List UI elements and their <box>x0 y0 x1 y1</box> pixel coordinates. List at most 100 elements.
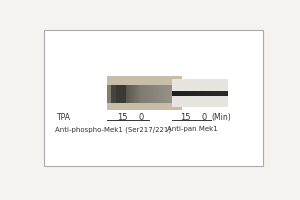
Bar <box>187 91 188 96</box>
Bar <box>191 91 192 96</box>
Bar <box>140 85 141 103</box>
Bar <box>171 85 172 103</box>
Text: TPA: TPA <box>57 113 71 122</box>
Bar <box>224 91 225 96</box>
Bar <box>218 91 219 96</box>
Bar <box>160 85 161 103</box>
Bar <box>221 91 222 96</box>
Bar <box>112 85 113 103</box>
Bar <box>143 85 144 103</box>
Bar <box>145 85 146 103</box>
Bar <box>195 91 196 96</box>
Bar <box>210 91 211 96</box>
Bar <box>177 91 178 96</box>
Bar <box>134 85 135 103</box>
Bar <box>113 85 114 103</box>
Bar <box>202 91 203 96</box>
Bar <box>176 85 177 103</box>
Bar <box>142 85 143 103</box>
Bar <box>198 91 199 96</box>
Bar <box>172 79 228 107</box>
Bar <box>179 91 180 96</box>
Bar <box>181 91 182 96</box>
Bar <box>141 85 142 103</box>
Bar <box>177 85 178 103</box>
Bar <box>161 85 162 103</box>
Bar <box>107 85 108 103</box>
Bar <box>163 85 164 103</box>
Bar <box>127 85 128 103</box>
Bar <box>120 85 121 103</box>
Bar <box>175 85 176 103</box>
Bar <box>121 85 122 103</box>
Bar <box>157 85 158 103</box>
Bar <box>184 91 185 96</box>
Bar <box>180 85 181 103</box>
Bar <box>173 85 174 103</box>
Bar <box>220 91 221 96</box>
Bar <box>139 85 140 103</box>
Bar <box>133 85 134 103</box>
Bar <box>189 91 190 96</box>
Bar <box>209 91 210 96</box>
Bar <box>122 85 123 103</box>
Bar <box>226 91 227 96</box>
Bar <box>164 85 165 103</box>
Bar <box>174 85 175 103</box>
Bar <box>188 91 189 96</box>
Bar <box>212 91 213 96</box>
Text: 0: 0 <box>201 113 206 122</box>
Bar <box>168 85 169 103</box>
Bar <box>160 85 161 103</box>
Bar <box>115 85 116 103</box>
Bar <box>172 91 173 96</box>
Bar <box>181 85 182 103</box>
Bar <box>154 85 155 103</box>
Bar <box>169 85 170 103</box>
Bar <box>150 85 151 103</box>
Bar <box>185 91 186 96</box>
Bar <box>201 91 202 96</box>
Text: (Min): (Min) <box>211 113 231 122</box>
Bar <box>123 85 124 103</box>
Bar <box>131 85 132 103</box>
Bar <box>114 85 115 103</box>
Bar <box>207 91 208 96</box>
Bar <box>204 91 205 96</box>
Bar <box>222 91 223 96</box>
Bar <box>196 91 197 96</box>
Bar <box>197 91 198 96</box>
Bar <box>138 85 139 103</box>
Bar <box>159 85 160 103</box>
Bar <box>172 85 173 103</box>
Bar <box>128 85 129 103</box>
Bar <box>152 85 153 103</box>
Bar <box>199 91 200 96</box>
Bar <box>213 91 214 96</box>
Bar <box>175 91 176 96</box>
Bar <box>192 91 193 96</box>
Text: 15: 15 <box>117 113 128 122</box>
Bar <box>176 91 177 96</box>
Bar <box>151 85 152 103</box>
Bar <box>154 85 155 103</box>
Bar <box>162 85 163 103</box>
Bar <box>136 85 137 103</box>
Bar <box>119 85 120 103</box>
Bar <box>203 91 204 96</box>
Bar <box>137 85 138 103</box>
Bar <box>132 85 133 103</box>
Bar <box>225 91 226 96</box>
Bar <box>146 85 147 103</box>
Bar <box>156 85 157 103</box>
Bar <box>135 85 136 103</box>
Bar <box>208 91 209 96</box>
Bar <box>173 91 174 96</box>
Bar <box>186 91 187 96</box>
Bar <box>149 85 150 103</box>
Bar <box>110 85 111 103</box>
Bar <box>223 91 224 96</box>
Bar <box>44 30 263 166</box>
Bar <box>205 91 206 96</box>
Bar <box>117 85 118 103</box>
